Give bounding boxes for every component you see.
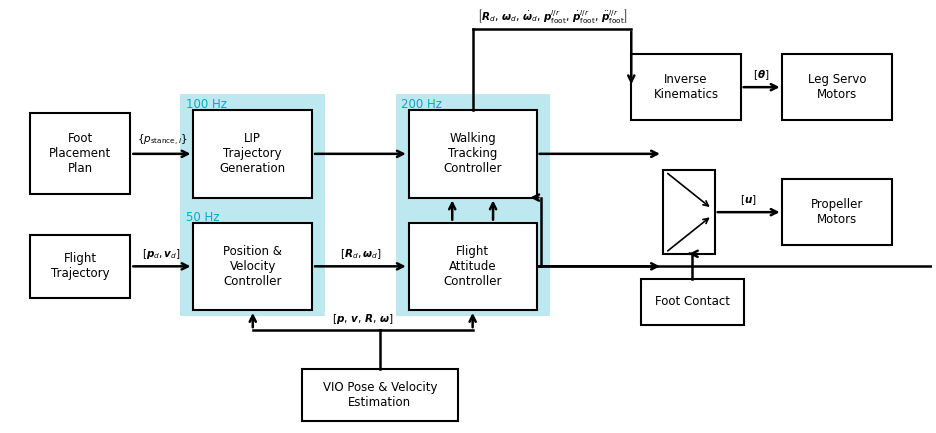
Text: $[\boldsymbol{p},\,\boldsymbol{v},\,\boldsymbol{R},\,\boldsymbol{\omega}]$: $[\boldsymbol{p},\,\boldsymbol{v},\,\bol…: [332, 312, 393, 326]
Text: $[\boldsymbol{p}_d, \boldsymbol{v}_d]$: $[\boldsymbol{p}_d, \boldsymbol{v}_d]$: [142, 247, 182, 262]
Text: 50 Hz: 50 Hz: [186, 211, 219, 224]
FancyBboxPatch shape: [409, 110, 536, 197]
FancyBboxPatch shape: [631, 54, 740, 120]
FancyBboxPatch shape: [396, 94, 549, 316]
FancyBboxPatch shape: [782, 179, 892, 246]
FancyBboxPatch shape: [194, 223, 312, 310]
Text: $[\boldsymbol{R}_d, \boldsymbol{\omega}_d]$: $[\boldsymbol{R}_d, \boldsymbol{\omega}_…: [340, 247, 381, 261]
Text: $\left[\boldsymbol{R}_d,\,\boldsymbol{\omega}_d,\,\dot{\boldsymbol{\omega}}_d,\,: $\left[\boldsymbol{R}_d,\,\boldsymbol{\o…: [476, 6, 627, 25]
Text: Foot Contact: Foot Contact: [655, 295, 730, 308]
FancyBboxPatch shape: [409, 223, 536, 310]
Text: LIP
Trajectory
Generation: LIP Trajectory Generation: [220, 132, 285, 175]
Text: Leg Servo
Motors: Leg Servo Motors: [808, 73, 867, 101]
FancyBboxPatch shape: [30, 235, 130, 297]
FancyBboxPatch shape: [641, 279, 743, 325]
Text: Walking
Tracking
Controller: Walking Tracking Controller: [444, 132, 502, 175]
Text: Flight
Attitude
Controller: Flight Attitude Controller: [444, 245, 502, 288]
FancyBboxPatch shape: [181, 94, 325, 316]
Text: Position &
Velocity
Controller: Position & Velocity Controller: [224, 245, 283, 288]
Text: $[\boldsymbol{\theta}]$: $[\boldsymbol{\theta}]$: [753, 68, 769, 82]
Text: $\{p_{\mathrm{stance},i}\}$: $\{p_{\mathrm{stance},i}\}$: [137, 132, 187, 148]
FancyBboxPatch shape: [194, 110, 312, 197]
Text: $[\boldsymbol{u}]$: $[\boldsymbol{u}]$: [740, 194, 757, 207]
Text: Foot
Placement
Plan: Foot Placement Plan: [49, 132, 111, 175]
Text: 200 Hz: 200 Hz: [402, 98, 442, 111]
Text: Flight
Trajectory: Flight Trajectory: [51, 252, 110, 280]
FancyBboxPatch shape: [782, 54, 892, 120]
Text: 100 Hz: 100 Hz: [186, 98, 227, 111]
FancyBboxPatch shape: [663, 171, 715, 254]
FancyBboxPatch shape: [30, 113, 130, 194]
Text: Inverse
Kinematics: Inverse Kinematics: [653, 73, 719, 101]
FancyBboxPatch shape: [302, 368, 458, 421]
Text: VIO Pose & Velocity
Estimation: VIO Pose & Velocity Estimation: [323, 381, 437, 409]
Text: Propeller
Motors: Propeller Motors: [811, 198, 863, 226]
